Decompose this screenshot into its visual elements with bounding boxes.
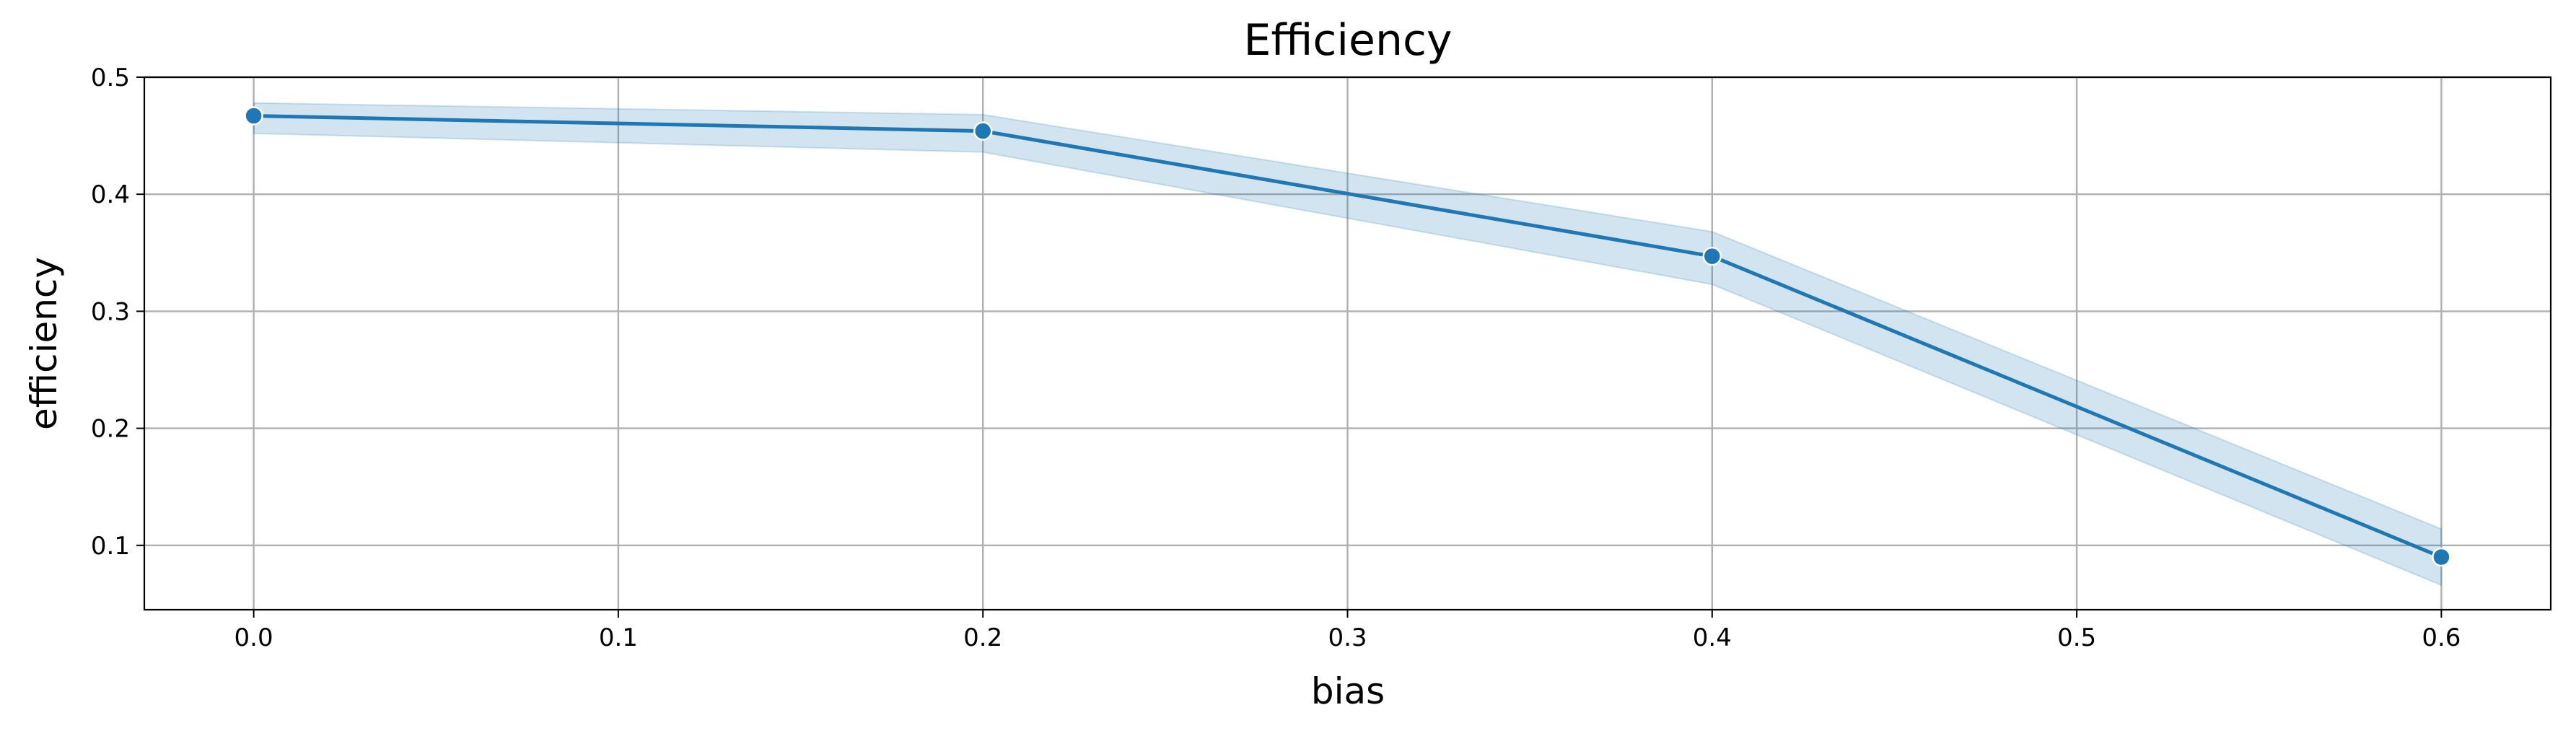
x-tick-label: 0.2 (963, 623, 1002, 652)
y-tick-label: 0.1 (91, 532, 130, 561)
data-point (2432, 547, 2451, 567)
series-line-layer (253, 114, 2443, 559)
x-tick-label: 0.4 (1693, 623, 1732, 652)
x-tick-label: 0.1 (599, 623, 638, 652)
x-tick-label: 0.3 (1328, 623, 1367, 652)
chart-title: Efficiency (1243, 15, 1452, 66)
y-tick-label: 0.5 (91, 63, 130, 92)
data-point (244, 106, 263, 126)
y-axis-title: efficiency (23, 257, 65, 430)
x-axis-ticks: 0.0 0.1 0.2 0.3 0.4 0.5 0.6 (235, 610, 2461, 652)
series-line (253, 114, 2443, 559)
x-tick-label: 0.5 (2057, 623, 2096, 652)
grid (144, 76, 2551, 610)
x-axis-title: bias (1311, 670, 1385, 712)
data-point (1702, 246, 1722, 266)
y-tick-label: 0.4 (91, 180, 130, 209)
y-tick-label: 0.3 (91, 297, 130, 326)
x-tick-label: 0.6 (2422, 623, 2461, 652)
data-point-layer (244, 106, 2451, 567)
confidence-band-layer (253, 102, 2443, 587)
data-point (973, 121, 993, 141)
y-axis-ticks: 0.1 0.2 0.3 0.4 0.5 (91, 63, 144, 561)
confidence-band (253, 102, 2443, 587)
x-tick-label: 0.0 (235, 623, 273, 652)
y-tick-label: 0.2 (91, 415, 130, 444)
